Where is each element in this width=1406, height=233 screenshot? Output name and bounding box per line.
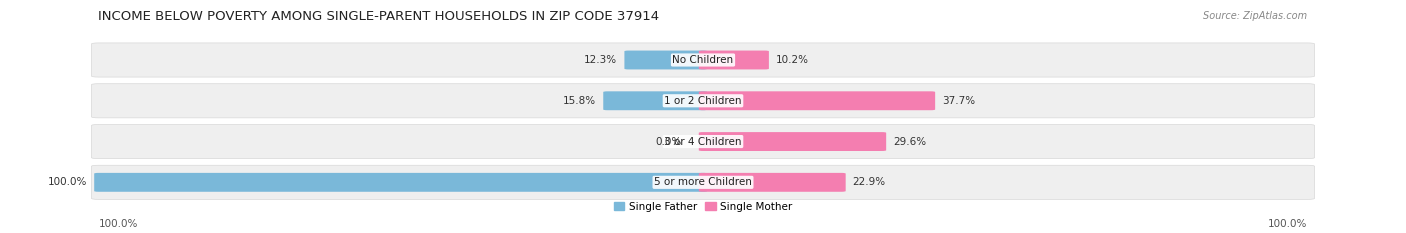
Text: 12.3%: 12.3% [585, 55, 617, 65]
FancyBboxPatch shape [699, 173, 845, 192]
Text: 100.0%: 100.0% [48, 177, 87, 187]
Text: 5 or more Children: 5 or more Children [654, 177, 752, 187]
Text: 10.2%: 10.2% [776, 55, 808, 65]
FancyBboxPatch shape [699, 51, 769, 69]
FancyBboxPatch shape [603, 91, 707, 110]
Text: INCOME BELOW POVERTY AMONG SINGLE-PARENT HOUSEHOLDS IN ZIP CODE 37914: INCOME BELOW POVERTY AMONG SINGLE-PARENT… [98, 10, 659, 23]
FancyBboxPatch shape [624, 51, 707, 69]
Text: 100.0%: 100.0% [1268, 219, 1308, 229]
Text: 22.9%: 22.9% [852, 177, 886, 187]
FancyBboxPatch shape [91, 84, 1315, 118]
Text: 1 or 2 Children: 1 or 2 Children [664, 96, 742, 106]
FancyBboxPatch shape [699, 91, 935, 110]
Legend: Single Father, Single Mother: Single Father, Single Mother [610, 198, 796, 216]
Text: 100.0%: 100.0% [98, 219, 138, 229]
Text: 15.8%: 15.8% [564, 96, 596, 106]
FancyBboxPatch shape [94, 173, 707, 192]
Text: 37.7%: 37.7% [942, 96, 976, 106]
FancyBboxPatch shape [91, 43, 1315, 77]
FancyBboxPatch shape [699, 132, 886, 151]
Text: Source: ZipAtlas.com: Source: ZipAtlas.com [1204, 11, 1308, 21]
Text: No Children: No Children [672, 55, 734, 65]
Text: 3 or 4 Children: 3 or 4 Children [664, 137, 742, 147]
Text: 29.6%: 29.6% [893, 137, 927, 147]
FancyBboxPatch shape [91, 124, 1315, 159]
Text: 0.0%: 0.0% [655, 137, 682, 147]
FancyBboxPatch shape [91, 165, 1315, 199]
